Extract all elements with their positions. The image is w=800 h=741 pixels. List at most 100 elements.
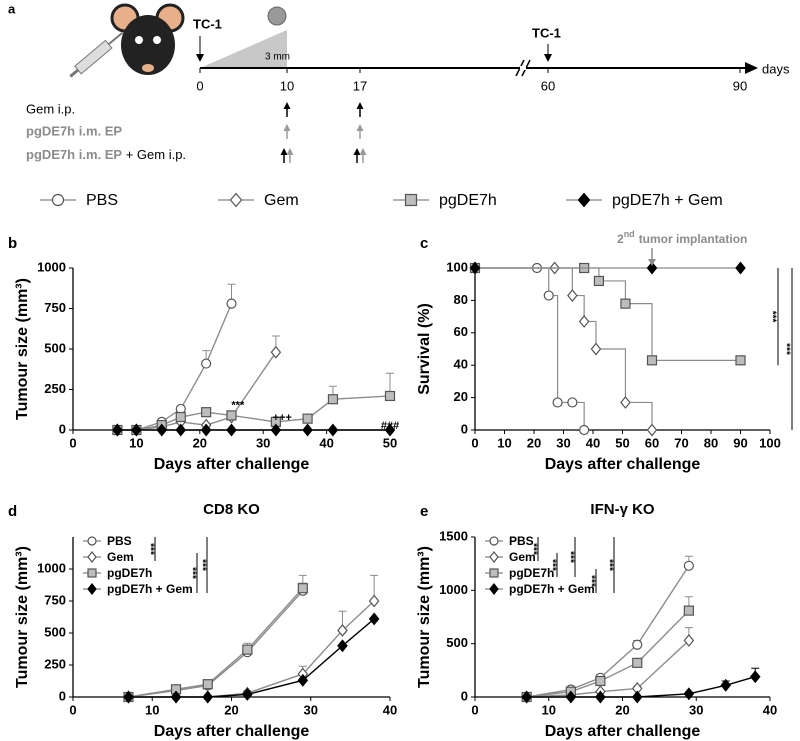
x-axis-label: Days after challenge (545, 456, 701, 473)
step-segment (625, 401, 653, 430)
x-tick-label: 40 (383, 702, 397, 717)
x-tick-label: 0 (69, 435, 76, 450)
x-tick-label: 30 (689, 702, 703, 717)
x-tick-label: 70 (674, 435, 688, 450)
y-axis-label: Tumour size (mm³) (14, 546, 31, 688)
x-axis-label: Days after challenge (154, 723, 310, 740)
step-segment (625, 303, 653, 361)
treatment-arrowhead (356, 124, 364, 131)
chart-title: CD8 KO (203, 501, 260, 518)
significance-label: *** (564, 551, 575, 563)
treatment-arrowhead (280, 148, 288, 155)
x-tick-label: 40 (319, 435, 333, 450)
challenge-label: TC-1 (193, 16, 222, 31)
y-tick-label: 0 (59, 688, 66, 703)
legend-label: Gem (107, 550, 134, 564)
tumor-icon (267, 6, 287, 26)
marker (368, 612, 380, 626)
significance-label: *** (144, 543, 155, 555)
y-tick-label: 250 (44, 381, 66, 396)
x-tick-label: 40 (586, 435, 600, 450)
legend-label: pgDE7h + Gem (509, 582, 595, 596)
marker (87, 568, 97, 578)
annotation-part: nd (624, 229, 635, 239)
panel-letter: d (8, 503, 17, 520)
x-tick-label: 20 (615, 702, 629, 717)
marker (201, 407, 212, 418)
y-tick-label: 1500 (439, 528, 468, 543)
significance-label: *** (766, 311, 777, 323)
marker (327, 423, 339, 437)
treatment-arrowhead (359, 148, 367, 155)
x-tick-label: 20 (527, 435, 541, 450)
annotation-arrowhead (648, 259, 656, 266)
marker (489, 536, 499, 546)
marker (565, 690, 577, 704)
marker (226, 423, 237, 437)
marker (578, 315, 590, 328)
marker (170, 690, 182, 704)
y-tick-label: 0 (461, 688, 468, 703)
timeline-unit: days (762, 61, 790, 76)
marker (683, 605, 694, 616)
treatment-arrowhead (353, 148, 361, 155)
treatment-arrowhead (286, 148, 294, 155)
significance-label: *** (527, 543, 538, 555)
marker (735, 261, 746, 275)
annotation: ### (381, 420, 399, 432)
step-segment (548, 294, 559, 403)
marker (226, 298, 237, 309)
marker (201, 358, 212, 369)
significance-label: *** (186, 567, 197, 579)
rechallenge-label: TC-1 (532, 25, 561, 40)
x-tick-label: 10 (129, 435, 143, 450)
marker (683, 687, 695, 701)
y-tick-label: 80 (454, 292, 468, 307)
marker (543, 290, 554, 301)
marker (368, 594, 380, 608)
y-tick-label: 0 (59, 421, 66, 436)
legend-label: pgDE7h + Gem (612, 192, 723, 209)
marker (489, 551, 499, 563)
treatment-label-part: + Gem i.p. (126, 147, 186, 162)
y-tick-label: 500 (44, 624, 66, 639)
annotation: +++ (273, 412, 292, 424)
treatment-label-part: pgDE7h i.m. EP (26, 147, 122, 162)
marker (567, 289, 578, 302)
marker (577, 192, 591, 208)
marker (593, 275, 605, 287)
marker (270, 423, 282, 437)
marker (683, 634, 695, 647)
treatment-label: Gem i.p. (26, 101, 75, 116)
series-line (117, 303, 233, 431)
legend-label: Gem (509, 550, 536, 564)
step-segment (595, 348, 627, 403)
marker (297, 583, 308, 594)
marker (631, 690, 643, 704)
marker (337, 639, 348, 653)
marker (620, 298, 631, 309)
marker (749, 670, 761, 684)
x-tick-label: 60 (645, 435, 659, 450)
marker (469, 261, 481, 275)
axis-break-gap (520, 66, 526, 70)
x-tick-label: 30 (556, 435, 570, 450)
treatment-arrowhead (283, 124, 291, 131)
series-line (128, 587, 304, 698)
legend-label: pgDE7h (107, 566, 152, 580)
step-segment (598, 280, 627, 304)
y-tick-label: 500 (44, 340, 66, 355)
timeline-arrowhead (745, 62, 758, 74)
treatment-arrowhead (283, 102, 291, 109)
y-axis-label: Tumour size (mm³) (14, 278, 31, 420)
timeline-tick-label: 10 (280, 78, 294, 93)
significance-label: *** (196, 559, 207, 571)
marker (87, 551, 97, 563)
chart-title: IFN-γ KO (590, 501, 655, 518)
x-tick-label: 0 (69, 702, 76, 717)
series-line (128, 590, 304, 698)
marker (489, 568, 499, 578)
panel-letter: c (420, 235, 428, 252)
series-line (128, 618, 375, 698)
x-tick-label: 40 (763, 702, 777, 717)
